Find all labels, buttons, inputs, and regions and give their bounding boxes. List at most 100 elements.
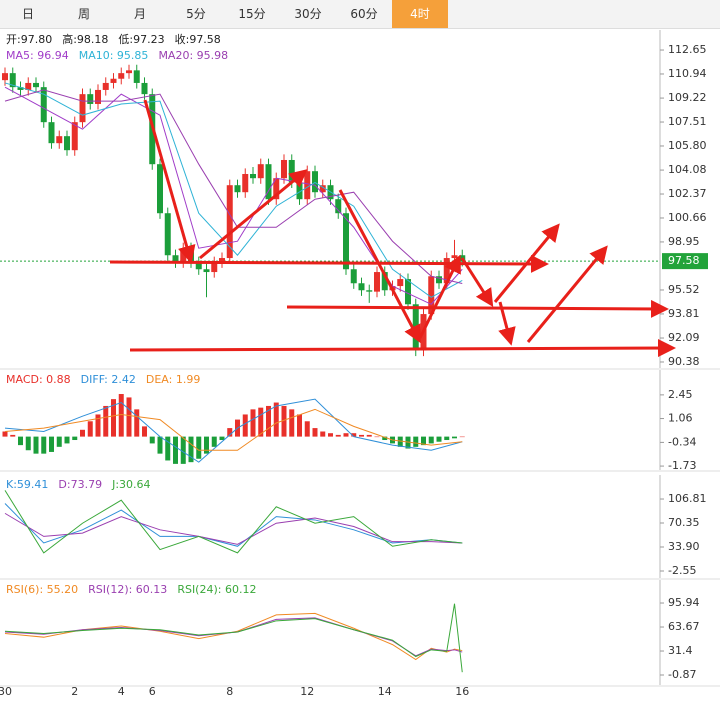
y-tick-label: 31.4 (668, 644, 693, 657)
y-tick-label: -1.73 (668, 459, 696, 472)
period-tab[interactable]: 周 (77, 7, 90, 21)
candle-body (428, 276, 435, 315)
candle-body (211, 262, 218, 273)
macd-bar (459, 436, 465, 438)
candle-body (319, 185, 326, 193)
x-tick-label: 8 (226, 685, 233, 698)
macd-bar (49, 436, 54, 452)
candle-body (64, 136, 70, 151)
annotation-arrow (338, 189, 421, 344)
candle-body (126, 70, 132, 74)
candle-body (374, 272, 380, 292)
macd-bar (444, 436, 450, 441)
period-tab[interactable]: 30分 (294, 7, 322, 21)
legend-entry: 低:97.23 (118, 33, 164, 46)
macd-bar (118, 394, 124, 437)
macd-bar (266, 405, 271, 437)
candle-body (366, 290, 373, 292)
period-tab[interactable]: 月 (133, 7, 146, 21)
macd-bar (33, 436, 39, 454)
candle-body (226, 185, 233, 259)
indicator-line (4, 490, 463, 554)
y-tick-label: 98.95 (668, 235, 700, 248)
macd-bar (64, 436, 70, 444)
x-tick-label: 12 (300, 685, 314, 698)
last-price-label: 97.58 (668, 254, 700, 267)
candle-body (110, 78, 117, 83)
macd-bar (95, 414, 101, 437)
y-tick-label: 95.52 (668, 283, 700, 296)
macd-bar (281, 405, 287, 437)
candle-body (9, 73, 16, 88)
candle-body (17, 87, 24, 90)
y-tick-label: -0.87 (668, 668, 696, 681)
candle-body (219, 258, 225, 263)
macd-bar (149, 436, 155, 444)
legend-entry: RSI(24): 60.12 (177, 583, 256, 596)
annotation-arrow (143, 99, 196, 264)
candle-body (281, 159, 287, 179)
candle-body (343, 213, 349, 270)
macd-bar (10, 434, 16, 437)
macd-bar (72, 436, 78, 441)
legend-entry: MA5: 96.94 (6, 49, 69, 62)
legend-entry: RSI(6): 55.20 (6, 583, 78, 596)
macd-bar (436, 436, 442, 442)
macd-bar (452, 436, 457, 439)
candle-body (79, 94, 86, 123)
candle-body (265, 164, 272, 200)
legend-entry: D:73.79 (58, 478, 102, 491)
macd-bar (359, 434, 364, 437)
period-tab[interactable]: 60分 (350, 7, 378, 21)
y-tick-label: 63.67 (668, 620, 700, 633)
candle-body (296, 182, 303, 200)
macd-bar (320, 431, 326, 437)
period-tab[interactable]: 4时 (392, 0, 448, 28)
macd-bar (180, 436, 186, 464)
macd-bar (366, 434, 372, 437)
macd-bar (413, 436, 419, 447)
candle-body (335, 199, 342, 214)
macd-bar (343, 433, 349, 437)
annotation-arrow (498, 301, 516, 346)
candle-body (87, 94, 94, 104)
macd-bar (335, 434, 341, 437)
macd-bar (111, 399, 116, 437)
candle-body (203, 269, 210, 273)
annotation-arrow (199, 169, 308, 260)
y-tick-label: -0.34 (668, 435, 696, 448)
macd-bar (351, 433, 357, 437)
candle-body (257, 164, 264, 179)
macd-bar (41, 436, 47, 454)
macd-bar (397, 436, 403, 447)
macd-bar (196, 436, 202, 459)
indicator-line (4, 512, 463, 545)
candle-body (157, 164, 163, 214)
period-tab[interactable]: 5分 (186, 7, 206, 21)
macd-bar (188, 436, 194, 463)
candle-body (451, 255, 458, 259)
macd-bar (56, 436, 62, 447)
macd-bar (405, 436, 411, 449)
macd-bar (312, 428, 318, 437)
candle-body (405, 279, 411, 305)
macd-bar (374, 436, 380, 438)
macd-bar (242, 414, 248, 437)
candle-body (234, 185, 241, 193)
macd-bar (134, 409, 140, 437)
candle-body (172, 255, 179, 263)
macd-bar (211, 436, 217, 447)
indicator-line (4, 617, 463, 657)
y-tick-label: 92.09 (668, 331, 700, 344)
candle-body (436, 276, 442, 284)
candle-body (56, 136, 63, 144)
indicator-line (4, 89, 463, 285)
y-tick-label: 90.38 (668, 355, 700, 368)
legend-entry: RSI(12): 60.13 (88, 583, 167, 596)
period-tab[interactable]: 日 (21, 7, 34, 21)
legend-entry: DEA: 1.99 (146, 373, 200, 386)
y-tick-label: 105.80 (668, 139, 707, 152)
period-tab[interactable]: 15分 (238, 7, 266, 21)
